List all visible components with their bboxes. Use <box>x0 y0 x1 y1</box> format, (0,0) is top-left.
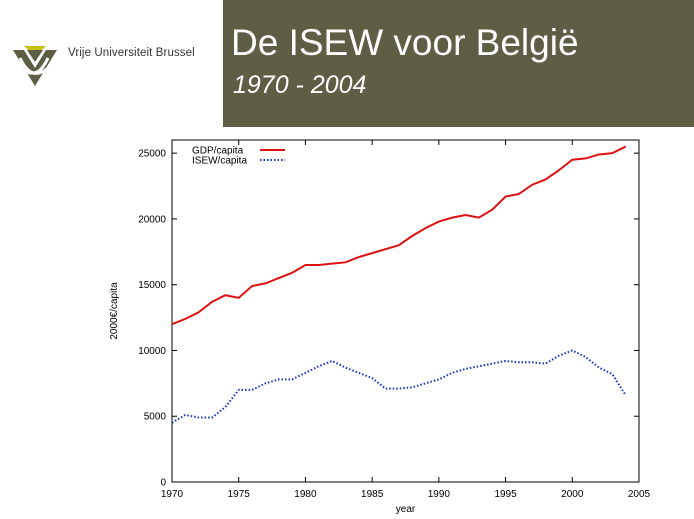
legend-label: ISEW/capita <box>192 156 247 167</box>
x-tick-label: 2005 <box>628 489 651 500</box>
x-tick-label: 1975 <box>228 489 251 500</box>
vub-logo: Vrije Universiteit Brussel <box>10 44 210 88</box>
vub-logo-icon <box>13 46 57 86</box>
series-line-gdp-capita <box>171 145 627 326</box>
x-axis-label: year <box>396 504 416 515</box>
series-line-isew-capita <box>171 349 627 424</box>
x-tick-label: 1990 <box>428 489 451 500</box>
title-banner: De ISEW voor België 1970 - 2004 <box>223 0 694 127</box>
slide-title: De ISEW voor België <box>231 22 579 63</box>
y-axis-label: 2000€/capita <box>109 282 120 340</box>
x-tick-label: 1985 <box>361 489 384 500</box>
y-tick-label: 15000 <box>138 280 166 291</box>
legend-label: GDP/capita <box>192 146 244 157</box>
x-tick-label: 1980 <box>294 489 317 500</box>
org-name: Vrije Universiteit Brussel <box>68 47 195 59</box>
y-tick-label: 5000 <box>144 412 167 423</box>
y-tick-label: 10000 <box>138 346 166 357</box>
x-tick-label: 1995 <box>494 489 517 500</box>
slide-subtitle: 1970 - 2004 <box>233 71 367 99</box>
y-tick-label: 0 <box>160 478 166 489</box>
x-tick-label: 2000 <box>561 489 584 500</box>
x-tick-label: 1970 <box>161 489 184 500</box>
y-tick-label: 25000 <box>138 149 166 160</box>
y-tick-label: 20000 <box>138 214 166 225</box>
plot-frame <box>171 139 640 483</box>
